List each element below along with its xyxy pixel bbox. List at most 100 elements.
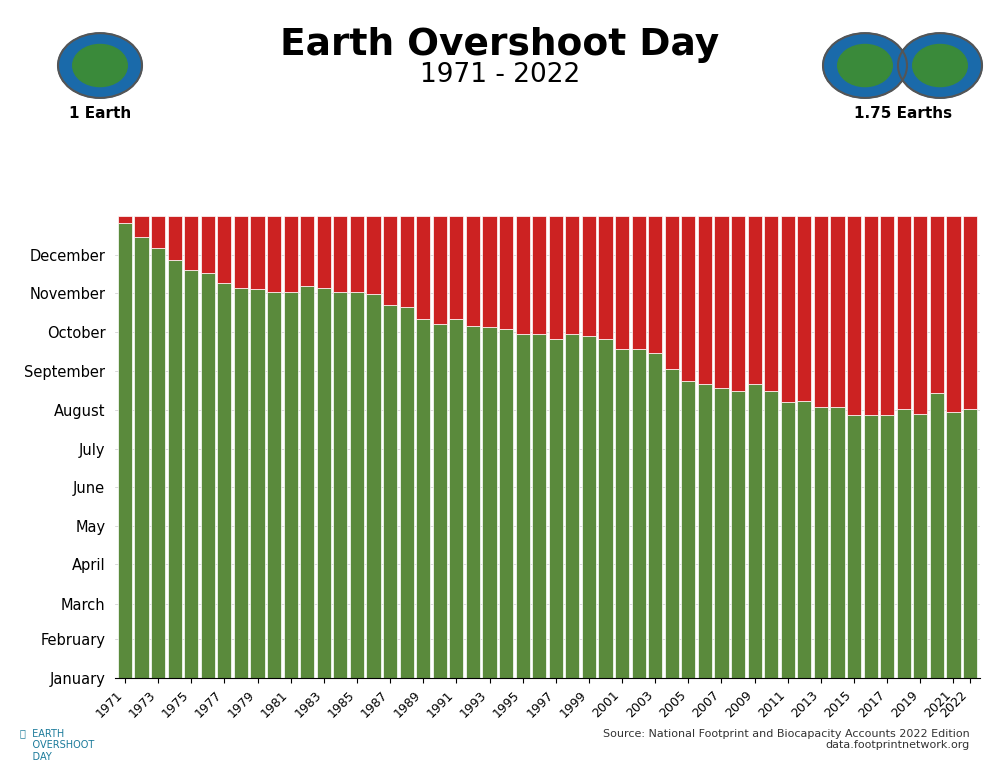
Bar <box>930 216 944 393</box>
Bar <box>300 285 314 678</box>
Bar <box>267 216 281 292</box>
Bar <box>781 402 795 678</box>
Bar <box>284 216 298 292</box>
Bar <box>184 216 198 271</box>
Bar <box>267 292 281 678</box>
Bar <box>665 216 679 369</box>
Bar <box>714 216 729 389</box>
Bar <box>333 292 347 678</box>
Bar <box>433 216 447 324</box>
Bar <box>698 216 712 385</box>
Bar <box>731 391 745 678</box>
Bar <box>449 216 463 318</box>
Bar <box>632 349 646 678</box>
Bar <box>748 216 762 385</box>
Bar <box>516 334 530 678</box>
Bar <box>350 216 364 292</box>
Bar <box>234 216 248 288</box>
Bar <box>913 413 927 678</box>
Bar <box>565 334 579 678</box>
Bar <box>764 216 778 391</box>
Bar <box>317 216 331 288</box>
Bar <box>830 407 845 678</box>
Bar <box>416 318 430 678</box>
Text: 1971 - 2022: 1971 - 2022 <box>420 62 580 88</box>
Bar <box>615 349 629 678</box>
Bar <box>383 216 397 305</box>
Bar <box>830 216 845 407</box>
Bar <box>549 216 563 338</box>
Bar <box>648 353 662 678</box>
Bar <box>366 295 381 678</box>
Text: Earth Overshoot Day: Earth Overshoot Day <box>280 27 720 63</box>
Bar <box>482 216 497 328</box>
Bar <box>615 216 629 349</box>
Bar <box>582 336 596 678</box>
Bar <box>797 401 811 678</box>
Bar <box>681 216 695 381</box>
Text: 1.75 Earths: 1.75 Earths <box>854 106 952 121</box>
Bar <box>930 393 944 678</box>
Bar <box>118 224 132 678</box>
Text: Source: National Footprint and Biocapacity Accounts 2022 Edition
data.footprintn: Source: National Footprint and Biocapaci… <box>603 729 970 750</box>
Bar <box>482 328 497 678</box>
Bar <box>897 216 911 409</box>
Bar <box>814 216 828 407</box>
Bar <box>134 237 149 678</box>
Bar <box>217 216 231 283</box>
Bar <box>433 324 447 678</box>
Bar <box>946 216 961 412</box>
Bar <box>880 216 894 415</box>
Bar <box>383 305 397 678</box>
Text: 1 Earth: 1 Earth <box>69 106 131 121</box>
Bar <box>847 415 861 678</box>
Bar <box>963 409 977 678</box>
Bar <box>499 216 513 328</box>
Bar <box>300 216 314 285</box>
Bar <box>151 247 165 678</box>
Bar <box>400 307 414 678</box>
Bar <box>350 292 364 678</box>
Bar <box>499 328 513 678</box>
Bar <box>681 381 695 678</box>
Bar <box>217 283 231 678</box>
Bar <box>184 271 198 678</box>
Bar <box>648 216 662 353</box>
Bar <box>598 216 613 338</box>
Bar <box>864 415 878 678</box>
Bar <box>284 292 298 678</box>
Bar <box>748 385 762 678</box>
Bar <box>333 216 347 292</box>
Bar <box>963 216 977 409</box>
Text: 🌍  EARTH
    OVERSHOOT
    DAY: 🌍 EARTH OVERSHOOT DAY <box>20 729 94 762</box>
Bar <box>168 216 182 261</box>
Bar <box>449 318 463 678</box>
Bar <box>847 216 861 415</box>
Bar <box>665 369 679 678</box>
Bar <box>317 288 331 678</box>
Bar <box>366 216 381 295</box>
Bar <box>897 409 911 678</box>
Bar <box>416 216 430 318</box>
Bar <box>913 216 927 413</box>
Bar <box>632 216 646 349</box>
Bar <box>549 338 563 678</box>
Bar <box>151 216 165 247</box>
Bar <box>201 273 215 678</box>
Bar <box>814 407 828 678</box>
Bar <box>582 216 596 336</box>
Bar <box>118 216 132 224</box>
Bar <box>946 412 961 678</box>
Bar <box>880 415 894 678</box>
Bar <box>466 326 480 678</box>
Bar <box>565 216 579 334</box>
Bar <box>764 391 778 678</box>
Bar <box>698 385 712 678</box>
Bar <box>532 334 546 678</box>
Bar <box>714 389 729 678</box>
Bar <box>201 216 215 273</box>
Bar <box>516 216 530 334</box>
Bar <box>731 216 745 391</box>
Bar <box>797 216 811 401</box>
Bar <box>466 216 480 326</box>
